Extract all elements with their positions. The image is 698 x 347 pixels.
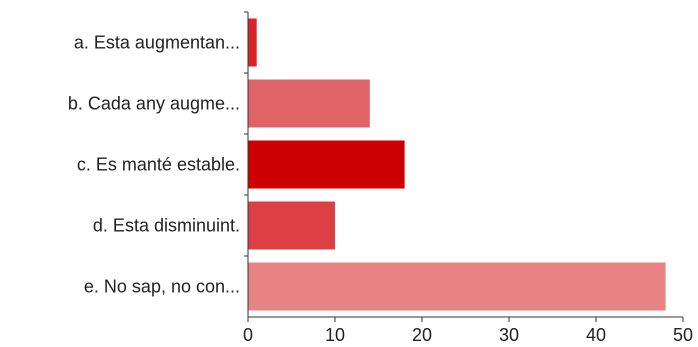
bar-2 (248, 79, 370, 128)
bar-5 (248, 262, 666, 311)
bar-4 (248, 201, 335, 250)
category-label-2: b. Cada any augme... (68, 94, 240, 114)
bar-1 (248, 18, 257, 67)
x-tick-label-0: 0 (243, 325, 253, 345)
bars-group (248, 18, 666, 311)
axes-group (244, 11, 683, 318)
category-label-1: a. Esta augmentan... (74, 33, 240, 53)
x-ticks-group: 0 10 20 30 40 50 (243, 317, 693, 345)
category-label-5: e. No sap, no con... (84, 277, 240, 297)
x-tick-label-20: 20 (412, 325, 432, 345)
bar-3 (248, 140, 405, 189)
category-label-3: c. Es manté estable. (77, 155, 240, 175)
x-tick-label-10: 10 (325, 325, 345, 345)
x-tick-label-50: 50 (673, 325, 693, 345)
category-labels-group: a. Esta augmentan... b. Cada any augme...… (68, 33, 240, 297)
category-label-4: d. Esta disminuint. (93, 216, 240, 236)
x-tick-label-40: 40 (586, 325, 606, 345)
x-tick-label-30: 30 (499, 325, 519, 345)
